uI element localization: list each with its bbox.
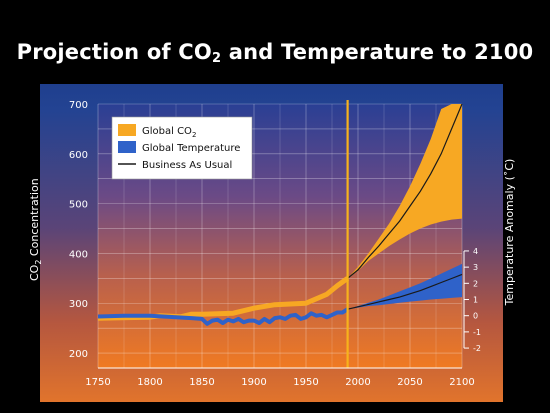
chart-marks (97, 100, 463, 368)
y-right-tick-label-1: 1 (473, 296, 478, 305)
chart-title: Projection of CO2 and Temperature to 210… (16, 40, 534, 66)
temperature-historical-line (97, 307, 349, 326)
legend-label-2: Business As Usual (142, 160, 232, 171)
y-left-tick-label-700: 700 (69, 100, 88, 111)
y-right-tick-label-2: 2 (473, 279, 478, 288)
y-right-tick-label--1: -1 (473, 328, 481, 337)
x-tick-label-2000: 2000 (345, 377, 370, 388)
x-tick-label-2100: 2100 (449, 377, 474, 388)
y-right-tick-label-4: 4 (473, 247, 478, 256)
y-right-tick-label--2: -2 (473, 344, 481, 353)
y-left-tick-label-400: 400 (69, 249, 88, 260)
axes: 1750 1800 1850 1900 1950 2000 2050 210020030040… (69, 100, 481, 388)
legend-swatch-1 (118, 141, 136, 153)
y-right-tick-label-0: 0 (473, 312, 478, 321)
x-tick-label-1750: 1750 (85, 377, 110, 388)
legend-label-0: Global CO2 (142, 126, 196, 139)
y-left-tick-label-500: 500 (69, 200, 88, 211)
y-left-tick-label-200: 200 (69, 349, 88, 360)
y-left-tick-label-300: 300 (69, 299, 88, 310)
x-tick-label-1950: 1950 (293, 377, 318, 388)
x-tick-label-1900: 1900 (241, 377, 266, 388)
legend: Global CO2 Global Temperature Business As … (111, 116, 253, 180)
legend-swatch-0 (118, 124, 136, 136)
co2-projection-band (347, 104, 462, 279)
bau-co2-line (347, 103, 463, 279)
x-tick-label-1800: 1800 (137, 377, 162, 388)
y-left-tick-label-600: 600 (69, 150, 88, 161)
bau-temperature-line (347, 273, 463, 310)
x-tick-label-1850: 1850 (189, 377, 214, 388)
legend-label-1: Global Temperature (142, 143, 240, 154)
x-tick-label-2050: 2050 (397, 377, 422, 388)
y-right-tick-label-3: 3 (473, 263, 478, 272)
temperature-projection-band (347, 263, 462, 310)
